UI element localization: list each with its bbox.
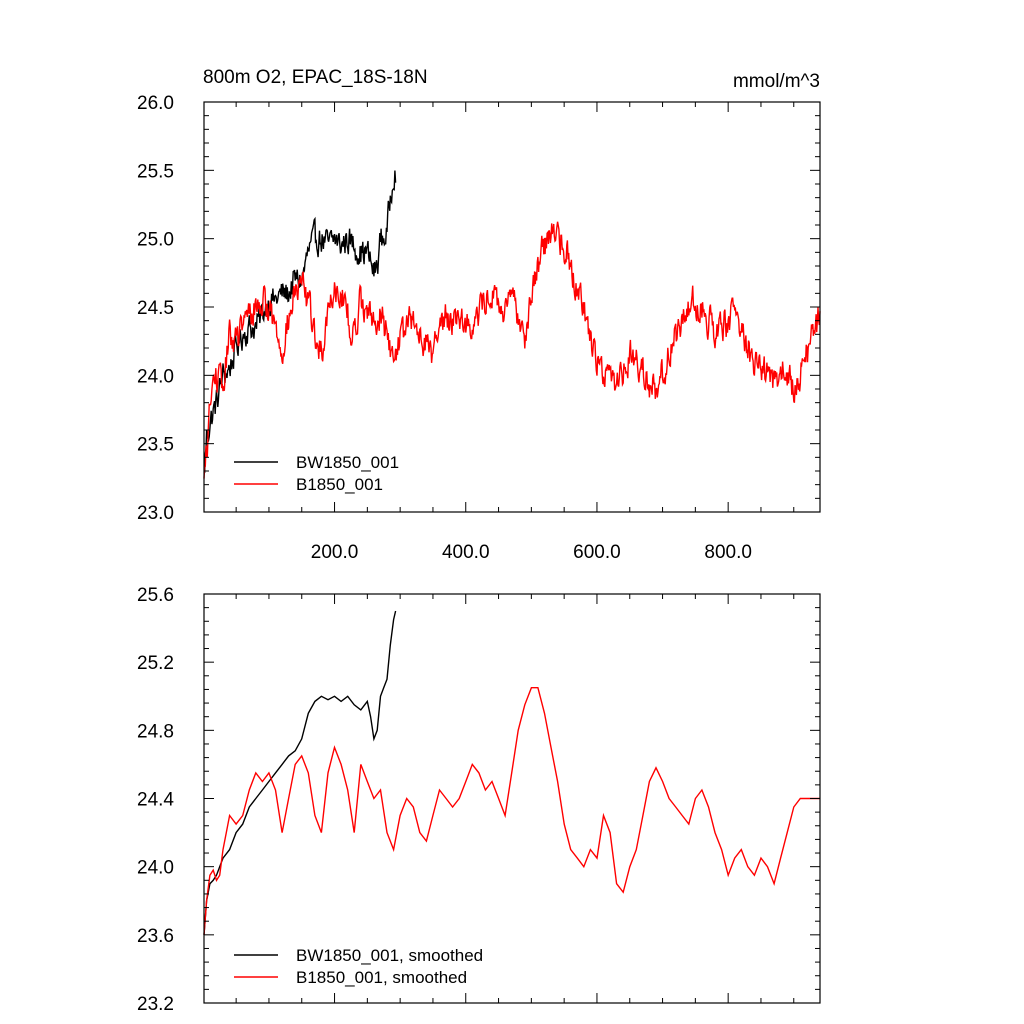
series-line-1 xyxy=(203,687,820,935)
y-tick-label: 23.5 xyxy=(137,435,174,456)
series-line-0 xyxy=(203,170,397,474)
plot-frame xyxy=(203,101,821,513)
series-line-0 xyxy=(203,610,397,935)
y-tick-label: 25.5 xyxy=(137,161,174,182)
series-line-1 xyxy=(203,221,821,479)
units-label: mmol/m^3 xyxy=(733,71,820,92)
y-tick-label: 24.0 xyxy=(137,366,174,387)
y-tick-label: 23.0 xyxy=(137,503,174,524)
legend-label: B1850_001 xyxy=(296,475,383,494)
y-tick-label: 24.5 xyxy=(137,298,174,319)
x-tick-label: 200.0 xyxy=(311,542,359,563)
plot-frame xyxy=(203,593,821,1004)
y-tick-label: 24.8 xyxy=(137,721,174,742)
legend-label: BW1850_001 xyxy=(296,453,399,472)
y-tick-label: 25.0 xyxy=(137,230,174,251)
y-tick-label: 26.0 xyxy=(137,93,174,114)
y-tick-label: 25.6 xyxy=(137,585,174,606)
legend-label: BW1850_001, smoothed xyxy=(296,946,483,965)
chart-title: 800m O2, EPAC_18S-18N xyxy=(203,67,428,88)
x-tick-label: 600.0 xyxy=(573,542,621,563)
top-plot: 23.0 23.5 24.0 24.5 25.0 25.5 26.0 200.0 400.0 60… xyxy=(137,93,821,563)
y-tick-label: 23.2 xyxy=(137,994,174,1015)
bottom-plot: 23.2 23.6 24.0 24.4 24.8 25.2 25.6 BW1850_001, … xyxy=(137,585,821,1015)
legend-label: B1850_001, smoothed xyxy=(296,968,467,987)
y-tick-label: 24.0 xyxy=(137,858,174,879)
x-tick-label: 400.0 xyxy=(442,542,490,563)
y-tick-label: 23.6 xyxy=(137,926,174,947)
y-tick-label: 25.2 xyxy=(137,653,174,674)
x-tick-label: 800.0 xyxy=(704,542,752,563)
y-tick-label: 24.4 xyxy=(137,790,174,811)
